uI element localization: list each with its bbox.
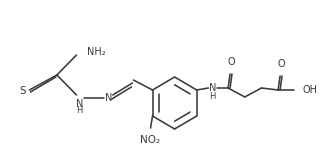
Text: N: N — [76, 99, 83, 109]
Text: N: N — [209, 83, 216, 93]
Text: OH: OH — [303, 85, 318, 95]
Text: NO₂: NO₂ — [140, 135, 161, 145]
Text: H: H — [209, 91, 216, 100]
Text: N: N — [105, 93, 113, 103]
Text: H: H — [76, 106, 83, 115]
Text: S: S — [19, 86, 26, 96]
Text: O: O — [277, 59, 285, 69]
Text: O: O — [227, 57, 235, 67]
Text: NH₂: NH₂ — [87, 47, 106, 57]
